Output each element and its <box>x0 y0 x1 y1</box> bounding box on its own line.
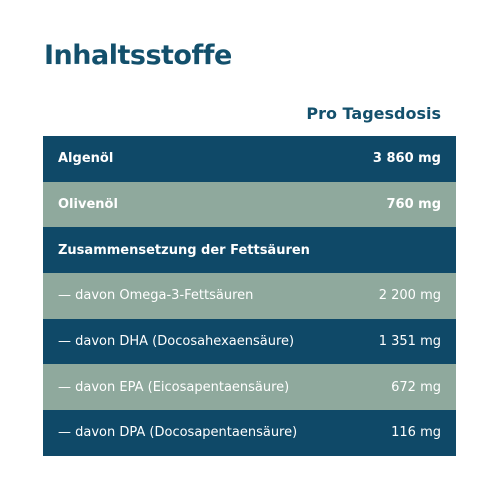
table-row: — davon DHA (Docosahexaensäure) 1 351 mg <box>43 318 456 365</box>
row-label: Algenöl <box>58 151 114 167</box>
column-header: Pro Tagesdosis <box>306 104 441 123</box>
table-row: — davon DPA (Docosapentaensäure) 116 mg <box>43 410 456 456</box>
table-row: — davon Omega-3-Fettsäuren 2 200 mg <box>43 273 456 319</box>
row-value: 760 mg <box>386 197 441 213</box>
row-value: 1 351 mg <box>378 334 441 350</box>
table-row: Olivenöl 760 mg <box>43 181 456 228</box>
row-label: — davon Omega-3-Fettsäuren <box>58 288 254 304</box>
row-label: Olivenöl <box>58 197 118 213</box>
row-value: 3 860 mg <box>372 151 441 167</box>
ingredients-table: Algenöl 3 860 mg Olivenöl 760 mg Zusamme… <box>43 136 456 456</box>
row-value: 672 mg <box>391 379 441 395</box>
table-row: — davon EPA (Eicosapentaensäure) 672 mg <box>43 364 456 411</box>
row-label: — davon EPA (Eicosapentaensäure) <box>58 379 290 395</box>
row-label: — davon DHA (Docosahexaensäure) <box>58 334 295 350</box>
row-label: — davon DPA (Docosapentaensäure) <box>58 425 298 441</box>
row-value: 116 mg <box>391 425 441 441</box>
row-value: 2 200 mg <box>378 288 441 304</box>
title: Inhaltsstoffe <box>44 40 232 71</box>
table-row: Algenöl 3 860 mg <box>43 136 456 182</box>
table-row: Zusammensetzung der Fettsäuren <box>43 227 456 274</box>
row-label: Zusammensetzung der Fettsäuren <box>58 242 310 258</box>
